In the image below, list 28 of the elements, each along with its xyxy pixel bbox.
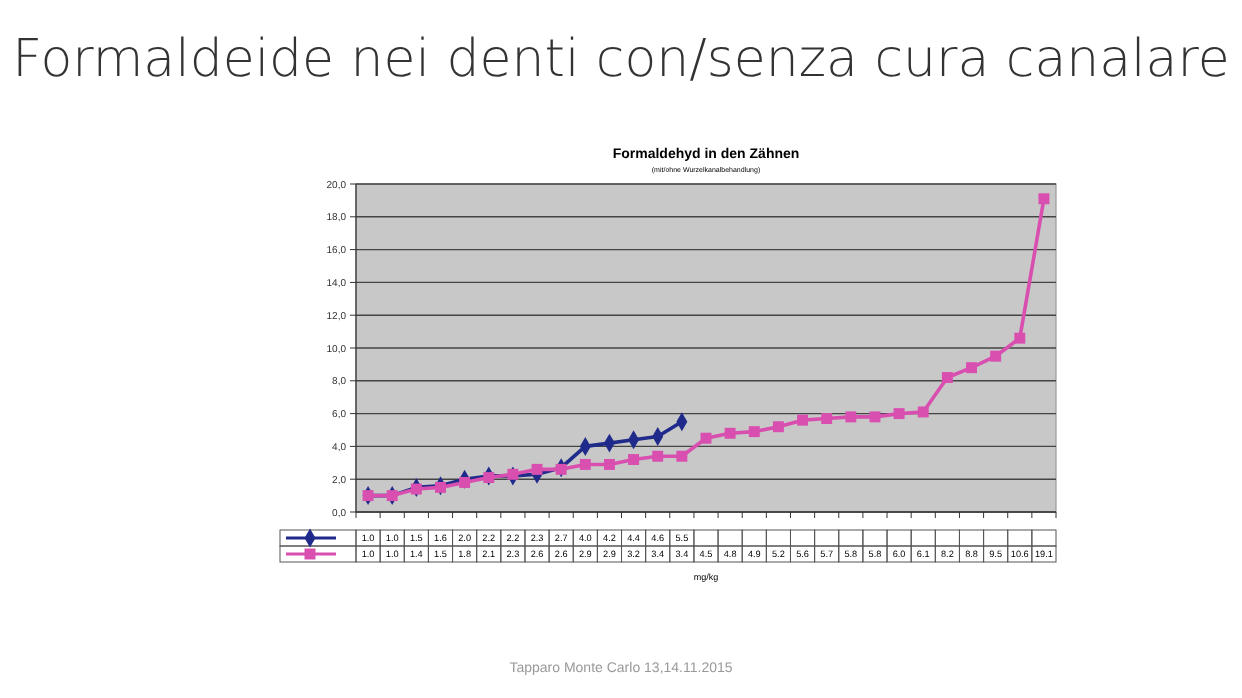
point: [531, 463, 543, 475]
point: [917, 406, 929, 418]
text: Formaldeide nei denti con/senza cura canalare: [12, 30, 1230, 90]
point: [1014, 332, 1026, 344]
point: [555, 463, 567, 475]
point: [845, 411, 857, 423]
point: [821, 413, 833, 424]
point: [652, 450, 664, 462]
point: [579, 458, 591, 470]
point: [628, 454, 640, 465]
point: [893, 408, 905, 420]
point: [603, 458, 615, 470]
point: [748, 426, 760, 438]
point: [941, 372, 953, 383]
point: [797, 414, 809, 426]
point: [459, 477, 471, 488]
point: [772, 421, 784, 433]
point: [676, 450, 688, 462]
point: [1038, 193, 1050, 205]
point: [700, 432, 712, 444]
point: [435, 481, 446, 493]
point: [724, 427, 736, 439]
point: [410, 483, 422, 495]
point: [483, 472, 495, 484]
point: [869, 411, 881, 423]
point: [966, 362, 977, 374]
point: [990, 350, 1002, 362]
point: [507, 468, 519, 480]
